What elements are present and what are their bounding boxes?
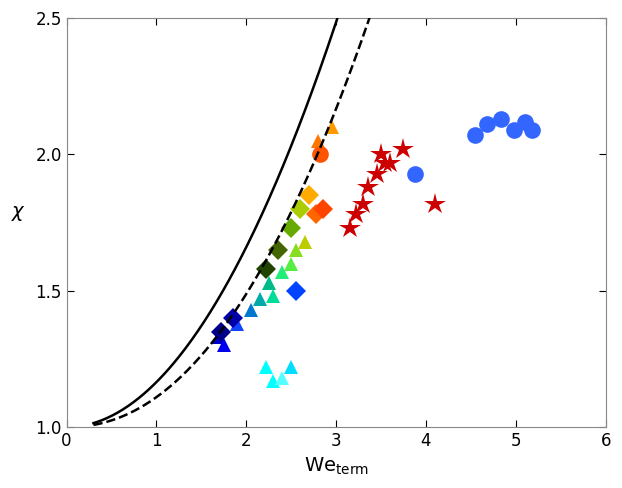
X-axis label: We$_{\rm term}$: We$_{\rm term}$: [304, 456, 369, 477]
Y-axis label: $\chi$: $\chi$: [11, 203, 26, 223]
